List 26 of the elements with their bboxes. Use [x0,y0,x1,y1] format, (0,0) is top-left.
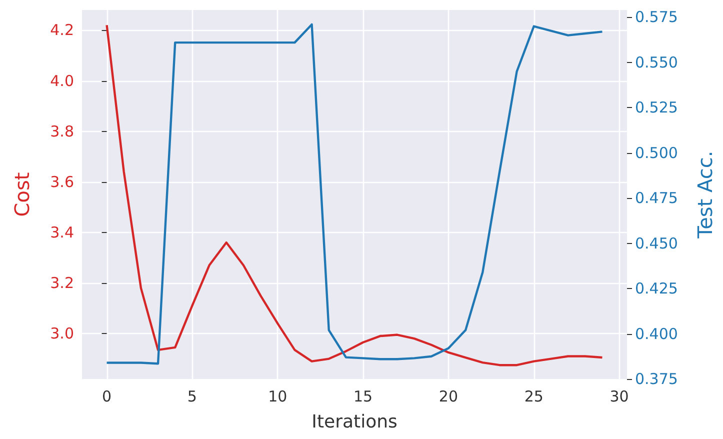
y2-tick-label: 0.425 [635,280,678,298]
y-tick-label: 3.2 [50,274,74,292]
y-tick-label: 4.0 [50,72,74,90]
x-tick-label: 0 [102,388,112,406]
y2-tick-label: 0.550 [635,53,678,72]
y-tick-label: 3.4 [50,223,74,242]
y-axis-title: Cost [10,172,34,217]
y-tick-label: 3.0 [50,324,74,343]
y2-tick-label: 0.525 [635,98,678,117]
y2-tick-label: 0.500 [635,144,678,162]
x-tick-label: 10 [268,388,288,406]
y2-axis-title: Test Acc. [693,150,717,240]
y2-tick-label: 0.450 [635,234,678,252]
y-tick-label: 4.2 [50,21,74,40]
x-axis-title: Iterations [312,412,398,432]
x-tick-label: 25 [524,388,544,406]
y-tick-label: 3.6 [50,172,74,191]
x-tick-label: 15 [353,388,373,406]
y2-tick-label: 0.575 [635,8,678,26]
x-tick-label: 30 [610,388,629,406]
x-tick-label: 5 [187,388,197,406]
y2-tick-label: 0.475 [635,189,678,208]
y2-tick-label: 0.375 [635,370,678,388]
y-tick-label: 3.8 [50,122,74,140]
x-tick-label: 20 [438,388,458,406]
y2-tick-label: 0.400 [635,324,678,343]
